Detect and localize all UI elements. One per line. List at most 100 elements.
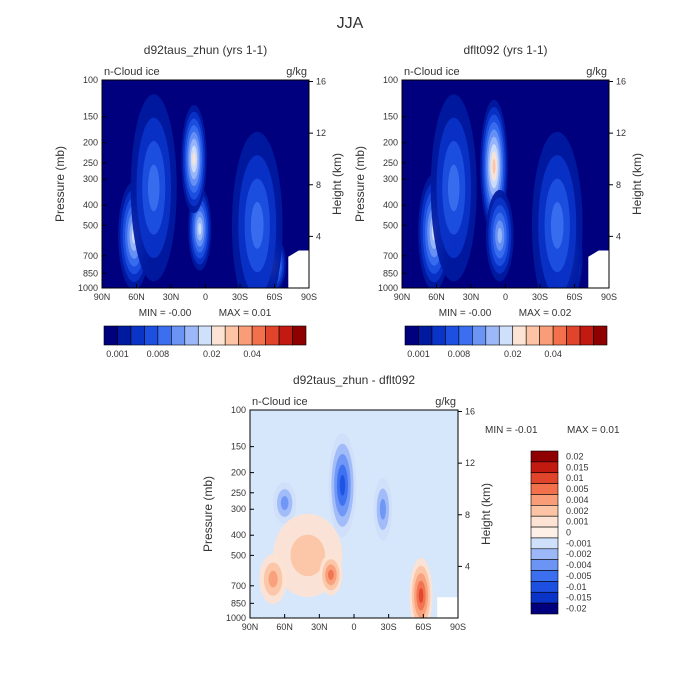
colorbar-swatch <box>485 325 500 346</box>
y-tick-label: 150 <box>231 442 246 452</box>
x-tick-label: 90S <box>301 292 317 302</box>
contour-level-0-4 <box>339 474 346 496</box>
colorbar-swatch <box>530 450 559 463</box>
y2-tick-label: 8 <box>616 180 621 190</box>
y-tick-label: 1000 <box>378 283 398 293</box>
colorbar-label: 0.002 <box>566 506 589 516</box>
colorbar-label: -0.01 <box>566 582 587 592</box>
contour-level-5-3 <box>550 201 564 249</box>
contour-level-1-6 <box>198 222 202 235</box>
field-label: n-Cloud ice <box>104 66 160 78</box>
y2-axis-label: Height (km) <box>330 153 344 215</box>
chart-panel-top-right: dflt092 (yrs 1-1)n-Cloud ice g/kg 100 150 20… <box>353 43 644 359</box>
y2-tick-label: 4 <box>616 231 621 241</box>
colorbar-swatch <box>512 325 527 346</box>
colorbar: 0.001 0.008 0.02 0.04 <box>103 325 307 359</box>
y2-tick-label: 4 <box>465 561 470 571</box>
colorbar-label: 0.04 <box>544 349 562 359</box>
x-tick-label: 0 <box>351 622 356 632</box>
colorbar-swatch <box>539 325 554 346</box>
y2-axis-label: Height (km) <box>630 153 644 215</box>
min-label: MIN = -0.00 <box>439 308 492 319</box>
colorbar-label: -0.005 <box>566 571 592 581</box>
plot-area <box>250 410 458 618</box>
y-axis-label: Pressure (mb) <box>353 146 367 222</box>
colorbar-swatch <box>530 483 559 495</box>
colorbar-swatch <box>184 325 199 346</box>
colorbar-label: 0.001 <box>407 349 430 359</box>
colorbar-swatch <box>278 325 293 346</box>
x-tick-label: 90N <box>394 292 411 302</box>
colorbar-swatch <box>238 325 253 346</box>
colorbar-label: 0.001 <box>106 349 129 359</box>
x-tick-label: 60S <box>266 292 282 302</box>
y-tick-label: 400 <box>83 200 98 210</box>
colorbar-swatch <box>117 325 132 346</box>
max-label: MAX = 0.01 <box>219 308 272 319</box>
contour-level-1-2 <box>280 496 289 510</box>
colorbar-swatch <box>579 325 594 346</box>
chart-panel-top-left: d92taus_zhun (yrs 1-1) n-Cloud ice g/kg 100… <box>53 43 344 359</box>
colorbar-swatch <box>292 325 307 346</box>
colorbar-swatch <box>530 526 559 539</box>
y-tick-label: 400 <box>383 200 398 210</box>
field-label: n-Cloud ice <box>252 396 308 408</box>
x-tick-label: 30N <box>463 292 480 302</box>
colorbar-swatch <box>103 325 118 346</box>
y-tick-label: 100 <box>83 75 98 85</box>
units-label: g/kg <box>586 66 607 78</box>
min-label: MIN = -0.01 <box>485 425 538 436</box>
x-tick-label: 60N <box>428 292 445 302</box>
contour-level-4-3 <box>148 164 160 212</box>
colorbar-swatch <box>224 325 239 346</box>
colorbar-swatch <box>593 325 608 346</box>
colorbar-label: -0.02 <box>566 604 587 614</box>
y-tick-label: 250 <box>383 158 398 168</box>
chart-panel-bottom-difference: d92taus_zhun - dflt092 n-Cloud ice g/kg 100… <box>201 373 620 632</box>
x-tick-label: 90N <box>94 292 111 302</box>
units-label: g/kg <box>435 396 456 408</box>
colorbar-label: 0 <box>566 528 571 538</box>
colorbar-swatch <box>530 581 559 593</box>
x-tick-label: 90N <box>242 622 259 632</box>
colorbar-swatch <box>404 325 419 346</box>
y-tick-label: 850 <box>231 598 246 608</box>
colorbar-swatch <box>530 570 559 582</box>
max-label: MAX = 0.02 <box>519 308 572 319</box>
colorbar-label: 0.005 <box>566 484 589 494</box>
colorbar-label: 0.001 <box>566 517 589 527</box>
colorbar-swatch <box>445 325 460 346</box>
plot-area <box>102 80 309 288</box>
colorbar-swatch <box>211 325 226 346</box>
contour-level-2-5 <box>497 227 503 244</box>
contour-level-1-8 <box>492 158 496 174</box>
colorbar-label: -0.015 <box>566 593 592 603</box>
colorbar-swatch <box>251 325 266 346</box>
y-tick-label: 150 <box>83 112 98 122</box>
x-tick-label: 60N <box>128 292 145 302</box>
min-label: MIN = -0.00 <box>139 308 192 319</box>
y2-tick-label: 4 <box>316 231 321 241</box>
y-tick-label: 1000 <box>78 283 98 293</box>
x-tick-label: 30S <box>532 292 548 302</box>
y-tick-label: 850 <box>83 268 98 278</box>
colorbar-label: 0.004 <box>566 495 589 505</box>
y-tick-label: 200 <box>231 468 246 478</box>
y-tick-label: 400 <box>231 530 246 540</box>
colorbar-label: -0.001 <box>566 538 592 548</box>
colorbar-swatch <box>472 325 487 346</box>
contour-level-3-1 <box>290 534 326 577</box>
y-tick-label: 150 <box>383 112 398 122</box>
field-label: n-Cloud ice <box>404 66 460 78</box>
x-tick-label: 30N <box>311 622 328 632</box>
topography-mask <box>437 597 458 618</box>
colorbar-swatch <box>265 325 280 346</box>
x-tick-label: 0 <box>203 292 208 302</box>
colorbar-label: 0.008 <box>448 349 471 359</box>
colorbar-swatch <box>530 494 559 506</box>
colorbar: 0.001 0.008 0.02 0.04 <box>404 325 608 359</box>
y2-tick-label: 8 <box>316 180 321 190</box>
panel-title: d92taus_zhun (yrs 1-1) <box>144 43 267 57</box>
y2-tick-label: 16 <box>465 407 475 417</box>
y-axis-label: Pressure (mb) <box>53 146 67 222</box>
